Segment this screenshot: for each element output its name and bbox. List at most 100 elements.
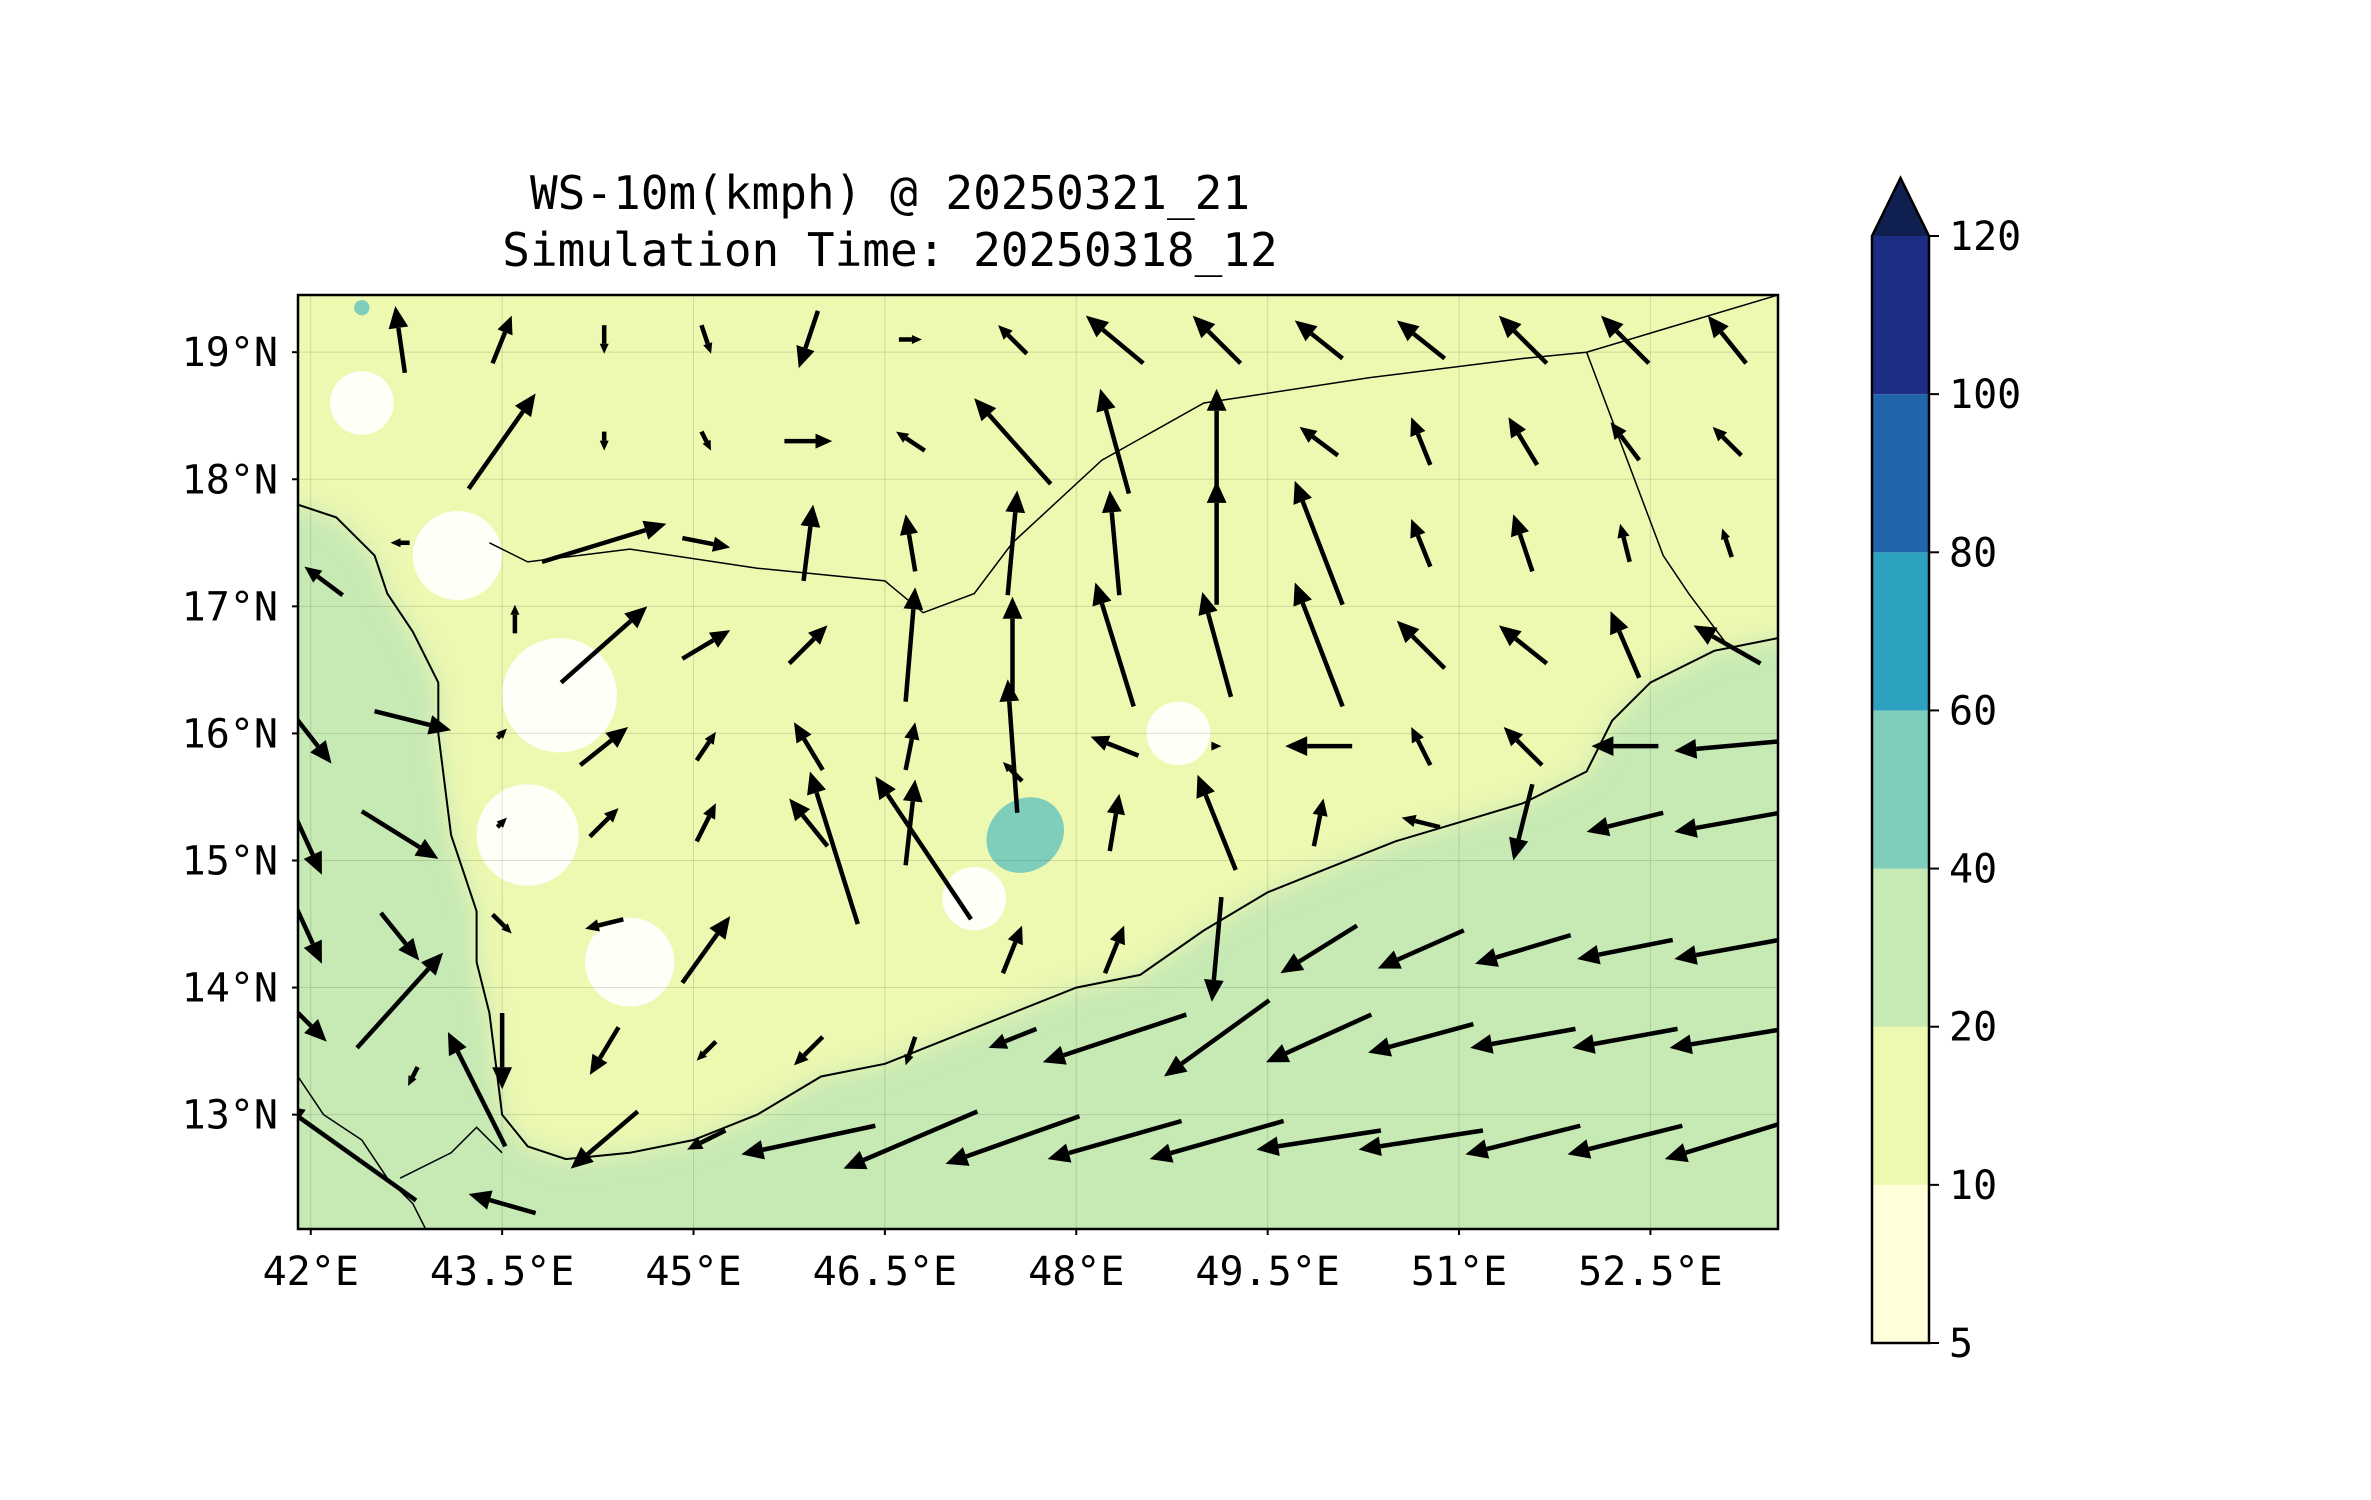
wind-arrow	[379, 911, 420, 961]
lon-tick-label: 49.5°E	[1195, 1249, 1340, 1295]
lat-tick-label: 17°N	[182, 584, 278, 630]
wind-arrow	[1610, 422, 1642, 462]
wind-arrow	[699, 430, 712, 451]
wind-arrow	[1256, 1128, 1382, 1157]
wind-arrow	[374, 708, 452, 735]
wind-arrow	[1163, 998, 1271, 1077]
lon-tick-label: 45°E	[645, 1249, 741, 1295]
calm-area	[942, 866, 1007, 931]
lat-tick-label: 15°N	[182, 838, 278, 884]
wind-arrow	[298, 1009, 327, 1042]
latitude-axis: 19°N 18°N 17°N 16°N 15°N 14°N 13°N	[182, 330, 298, 1139]
wind-arrow	[1042, 1012, 1188, 1065]
calm-area	[476, 784, 579, 886]
colorbar-outline	[1870, 175, 1931, 1345]
wind-arrow	[1591, 736, 1659, 757]
wind-arrow	[1664, 1122, 1778, 1163]
wind-arrow	[1509, 783, 1535, 861]
wind-arrow	[466, 393, 536, 491]
wind-arrow	[585, 917, 624, 932]
wind-arrow	[784, 433, 833, 449]
wind-arrow	[1206, 480, 1227, 605]
wind-arrow	[1567, 1123, 1683, 1159]
wind-arrow	[388, 306, 409, 374]
colorbar-segment	[1872, 236, 1929, 395]
calm-wind-areas	[329, 371, 1211, 1007]
wind-arrow	[360, 809, 439, 859]
wind-arrow	[1721, 528, 1734, 558]
wind-arrow	[1474, 932, 1572, 967]
wind-arrow	[1674, 810, 1778, 838]
wind-arrow	[789, 798, 830, 848]
wind-arrow	[1198, 592, 1234, 698]
border-line	[399, 1126, 503, 1179]
lon-tick-label: 42°E	[263, 1249, 359, 1295]
wind-arrow	[1149, 1118, 1285, 1163]
wind-arrow	[875, 776, 973, 921]
wind-arrow	[559, 606, 648, 685]
gridlines	[298, 295, 1778, 1229]
lon-tick-label: 46.5°E	[813, 1249, 958, 1295]
wind-arrow	[541, 520, 667, 565]
wind-arrow	[468, 1190, 537, 1216]
wind-arrow	[1470, 1026, 1576, 1054]
wind-arrow	[589, 1026, 621, 1075]
wind-arrow	[974, 398, 1053, 486]
wind-arrow	[1674, 937, 1778, 965]
wind-arrow	[694, 803, 716, 843]
country-borders	[298, 295, 1778, 1229]
wind-arrow	[1101, 490, 1122, 596]
wind-arrow	[680, 916, 731, 985]
wind-arrow	[1002, 596, 1023, 693]
wind-arrow	[570, 1109, 640, 1169]
wind-arrow	[1508, 417, 1540, 467]
lat-tick-label: 13°N	[182, 1093, 278, 1139]
wind-arrow	[1266, 1012, 1373, 1063]
wind-arrow	[1498, 315, 1549, 365]
colorbar-extend-arrow	[1872, 178, 1929, 236]
wind-arrow	[681, 630, 731, 661]
wind-arrow	[1465, 1123, 1581, 1159]
wind-arrow	[903, 587, 924, 702]
colorbar-segment	[1872, 868, 1929, 1027]
wind-arrow	[696, 1039, 718, 1061]
colorbar-tick-label: 40	[1949, 847, 1997, 893]
wind-arrow	[800, 504, 821, 582]
colorbar-tick-label: 10	[1949, 1163, 1997, 1209]
wind-arrow	[903, 722, 920, 771]
wind-arrow	[490, 912, 512, 934]
wind-arrow	[1293, 582, 1345, 708]
lon-tick-label: 43.5°E	[430, 1249, 575, 1295]
lat-tick-label: 14°N	[182, 966, 278, 1012]
colorbar-segment	[1872, 1026, 1929, 1185]
colorbar-segment	[1872, 710, 1929, 869]
calm-area	[502, 638, 617, 753]
wind-arrow	[1503, 727, 1544, 767]
wind-arrow	[793, 1035, 825, 1066]
wind-arrow	[1712, 426, 1743, 458]
wind-arrow	[1396, 620, 1447, 670]
wind-arrow	[787, 625, 828, 666]
wind-arrow	[1000, 925, 1023, 975]
wind-arrow	[945, 1114, 1081, 1166]
map-panel[interactable]	[258, 255, 1818, 1231]
colorbar-segment	[1872, 394, 1929, 553]
wind-arrow	[510, 604, 520, 634]
wind-arrow	[1572, 1026, 1678, 1054]
wind-arrow	[1085, 315, 1145, 366]
wind-arrow	[588, 808, 619, 839]
coastline	[298, 503, 1778, 1161]
colorbar-tick-label: 20	[1949, 1005, 1997, 1051]
wind-arrow	[355, 952, 444, 1050]
wind-arrow	[599, 431, 609, 451]
calm-area	[585, 917, 675, 1007]
colorbar-segment	[1872, 552, 1929, 711]
wind-arrow	[796, 310, 821, 369]
wind-arrow	[495, 728, 507, 740]
colorbar: 5 10 20 40 60 80 100 120	[1870, 175, 2021, 1367]
wind-arrow	[1377, 928, 1465, 969]
wind-arrow	[298, 1108, 418, 1203]
wind-arrow	[1498, 625, 1549, 666]
wind-arrow	[1396, 320, 1447, 361]
wind-arrow	[578, 727, 629, 767]
